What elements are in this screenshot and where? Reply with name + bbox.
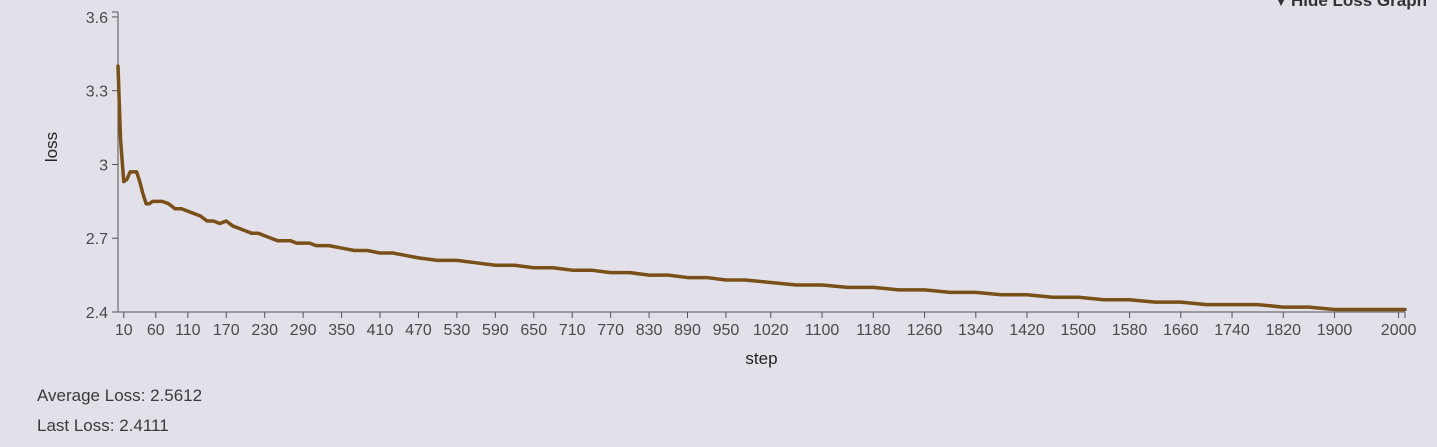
x-tick-label: 710: [559, 322, 586, 339]
x-tick-label: 470: [405, 322, 432, 339]
x-tick-label: 410: [367, 322, 394, 339]
x-tick-label: 650: [520, 322, 547, 339]
triangle-down-icon: ▼: [1275, 0, 1287, 9]
x-tick-label: 830: [636, 322, 663, 339]
x-tick-label: 1660: [1163, 322, 1199, 339]
last-loss: Last Loss: 2.4111: [37, 416, 169, 435]
y-tick-label: 3.3: [86, 84, 108, 101]
x-tick-label: 10: [115, 322, 133, 339]
loss-chart: 2.4 2.7 3 3.3 3.6 10 60 110 170 230 290 350 410 470 5…: [42, 10, 1417, 368]
y-tick-label: 2.7: [86, 231, 108, 248]
x-tick-label: 2000: [1381, 322, 1417, 339]
x-axis: 10 60 110 170 230 290 350 410 470 530 590 650 710 770…: [115, 311, 1417, 339]
x-tick-label: 290: [290, 322, 317, 339]
x-tick-label: 230: [251, 322, 278, 339]
x-tick-label: 170: [213, 322, 240, 339]
x-tick-label: 590: [482, 322, 509, 339]
x-tick-label: 890: [674, 322, 701, 339]
loss-series-line: [116, 64, 1407, 312]
x-tick-label: 1180: [856, 322, 891, 339]
plot-area: [116, 64, 1407, 312]
x-tick-label: 110: [175, 322, 201, 339]
x-tick-label: 60: [147, 322, 165, 339]
y-tick-label: 2.4: [86, 305, 108, 322]
x-tick-label: 1900: [1317, 322, 1353, 339]
x-tick-label: 350: [328, 322, 355, 339]
hide-loss-graph-toggle[interactable]: ▼ Hide Loss Graph: [1275, 0, 1427, 11]
x-tick-label: 1340: [958, 322, 994, 339]
x-tick-label: 530: [444, 322, 471, 339]
x-tick-label: 950: [713, 322, 740, 339]
x-tick-label: 1580: [1112, 322, 1148, 339]
toggle-label: Hide Loss Graph: [1290, 0, 1427, 10]
x-tick-label: 770: [597, 322, 624, 339]
x-tick-label: 1260: [907, 322, 943, 339]
y-axis-title: loss: [42, 132, 61, 162]
x-tick-label: 1020: [753, 322, 789, 339]
x-tick-label: 1740: [1214, 322, 1250, 339]
x-axis-title: step: [745, 349, 777, 368]
x-tick-label: 1420: [1009, 322, 1045, 339]
x-tick-label: 1500: [1060, 322, 1096, 339]
y-axis: 2.4 2.7 3 3.3 3.6: [86, 10, 119, 322]
x-tick-label: 1100: [805, 322, 840, 339]
x-tick-label: 1820: [1265, 322, 1301, 339]
y-tick-label: 3: [99, 157, 108, 174]
y-tick-label: 3.6: [86, 10, 108, 27]
average-loss: Average Loss: 2.5612: [37, 386, 203, 405]
